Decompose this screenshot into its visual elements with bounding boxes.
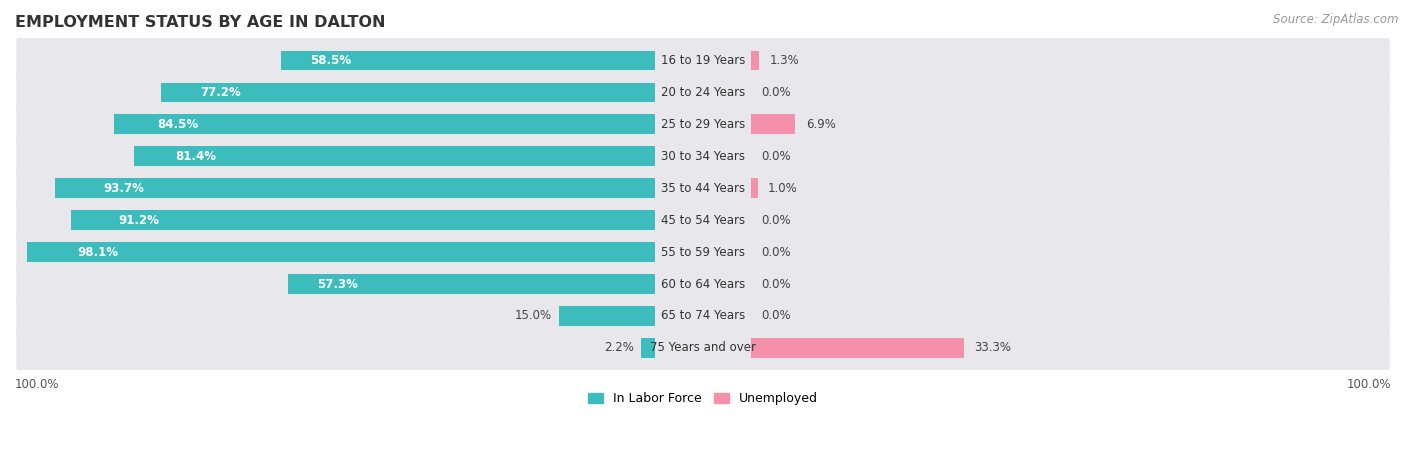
FancyBboxPatch shape	[17, 226, 1389, 278]
Legend: In Labor Force, Unemployed: In Labor Force, Unemployed	[583, 387, 823, 410]
FancyBboxPatch shape	[17, 290, 1389, 342]
Bar	[114, 114, 655, 134]
Text: 30 to 34 Years: 30 to 34 Years	[661, 150, 745, 163]
Text: 1.3%: 1.3%	[770, 54, 800, 67]
Text: 0.0%: 0.0%	[762, 310, 792, 323]
Text: 35 to 44 Years: 35 to 44 Years	[661, 182, 745, 195]
Bar	[55, 178, 655, 198]
Text: 60 to 64 Years: 60 to 64 Years	[661, 278, 745, 291]
FancyBboxPatch shape	[17, 162, 1389, 214]
Text: 1.0%: 1.0%	[768, 182, 797, 195]
Text: 20 to 24 Years: 20 to 24 Years	[661, 86, 745, 99]
Text: 55 to 59 Years: 55 to 59 Years	[661, 246, 745, 259]
Bar	[160, 82, 655, 102]
Text: 25 to 29 Years: 25 to 29 Years	[661, 118, 745, 131]
Text: 6.9%: 6.9%	[806, 118, 835, 131]
Text: 0.0%: 0.0%	[762, 246, 792, 259]
Bar	[641, 338, 655, 358]
Text: 57.3%: 57.3%	[318, 278, 359, 291]
Text: EMPLOYMENT STATUS BY AGE IN DALTON: EMPLOYMENT STATUS BY AGE IN DALTON	[15, 15, 385, 30]
Text: 2.2%: 2.2%	[605, 342, 634, 355]
Text: 15.0%: 15.0%	[515, 310, 553, 323]
FancyBboxPatch shape	[17, 67, 1389, 118]
Text: 100.0%: 100.0%	[1347, 378, 1391, 391]
Text: 0.0%: 0.0%	[762, 214, 792, 227]
Text: 77.2%: 77.2%	[201, 86, 242, 99]
Bar	[72, 210, 655, 230]
Bar	[558, 306, 655, 326]
Text: 75 Years and over: 75 Years and over	[650, 342, 756, 355]
FancyBboxPatch shape	[17, 99, 1389, 150]
Bar	[281, 50, 655, 70]
Bar	[751, 338, 965, 358]
Bar	[134, 146, 655, 166]
Bar	[751, 50, 759, 70]
Bar	[288, 274, 655, 294]
Text: 100.0%: 100.0%	[15, 378, 59, 391]
Text: 45 to 54 Years: 45 to 54 Years	[661, 214, 745, 227]
Text: 0.0%: 0.0%	[762, 150, 792, 163]
Text: 93.7%: 93.7%	[103, 182, 145, 195]
Text: 58.5%: 58.5%	[311, 54, 352, 67]
Text: 0.0%: 0.0%	[762, 278, 792, 291]
Text: 65 to 74 Years: 65 to 74 Years	[661, 310, 745, 323]
FancyBboxPatch shape	[17, 130, 1389, 182]
FancyBboxPatch shape	[17, 194, 1389, 246]
Bar	[751, 178, 758, 198]
Text: 98.1%: 98.1%	[77, 246, 118, 259]
Bar	[751, 114, 796, 134]
Text: Source: ZipAtlas.com: Source: ZipAtlas.com	[1274, 14, 1399, 27]
FancyBboxPatch shape	[17, 35, 1389, 86]
Text: 84.5%: 84.5%	[157, 118, 198, 131]
Text: 0.0%: 0.0%	[762, 86, 792, 99]
FancyBboxPatch shape	[17, 258, 1389, 310]
Bar	[27, 242, 655, 262]
Text: 16 to 19 Years: 16 to 19 Years	[661, 54, 745, 67]
Text: 33.3%: 33.3%	[974, 342, 1011, 355]
Text: 81.4%: 81.4%	[176, 150, 217, 163]
FancyBboxPatch shape	[17, 322, 1389, 374]
Text: 91.2%: 91.2%	[118, 214, 159, 227]
